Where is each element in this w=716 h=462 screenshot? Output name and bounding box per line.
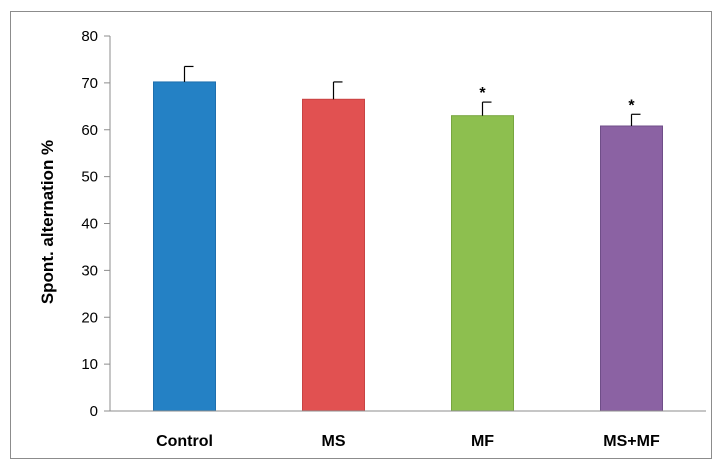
- y-tick-label: 20: [81, 309, 98, 326]
- y-tick-label: 40: [81, 216, 98, 233]
- x-category-label: MS+MF: [603, 433, 660, 450]
- y-tick-label: 60: [81, 122, 98, 139]
- y-tick-label: 80: [81, 28, 98, 45]
- bars: [153, 81, 663, 412]
- bar-mf: [451, 115, 514, 412]
- y-tick-label: 0: [90, 403, 98, 420]
- significance-markers: **: [479, 85, 635, 114]
- y-tick-label: 10: [81, 356, 98, 373]
- significance-asterisk: *: [628, 97, 635, 114]
- significance-asterisk: *: [479, 85, 486, 102]
- y-axis-title: Spont. alternation %: [38, 140, 57, 304]
- bar-ms-mf: [600, 125, 663, 412]
- bar-control: [153, 81, 216, 412]
- x-category-label: Control: [156, 433, 213, 450]
- error-bars: [183, 65, 641, 126]
- y-tick-label: 30: [81, 262, 98, 279]
- y-axis-ticks: 0 10 20 30 40 50 60 70 80: [81, 28, 110, 420]
- y-tick-label: 70: [81, 75, 98, 92]
- x-category-label: MF: [471, 433, 494, 450]
- y-tick-label: 50: [81, 169, 98, 186]
- x-category-label: MS: [322, 433, 346, 450]
- bar-ms: [302, 98, 365, 412]
- x-axis-labels: Control MS MF MS+MF: [156, 433, 660, 450]
